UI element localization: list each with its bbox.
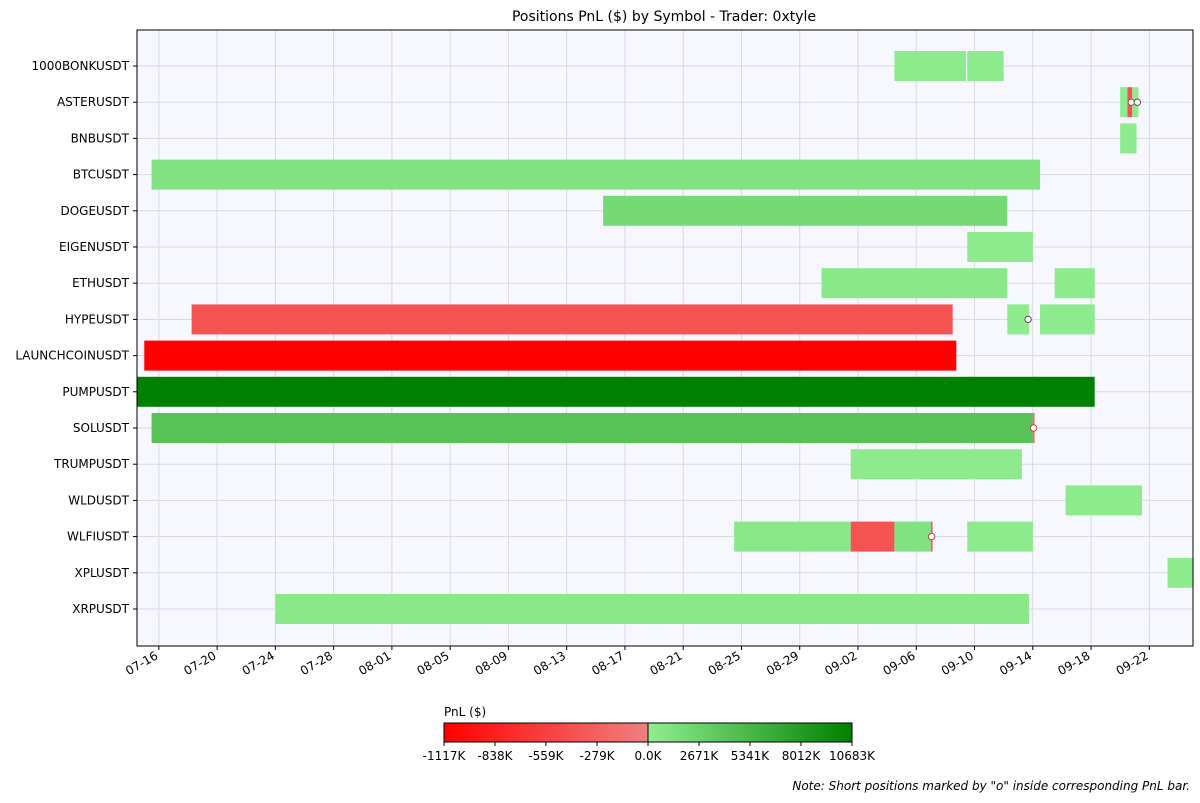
position-bar: [967, 521, 1033, 552]
x-tick-label: 09-06: [881, 648, 918, 678]
x-tick-label: 08-01: [356, 648, 393, 678]
position-bar: [151, 159, 1041, 190]
position-bar: [734, 521, 851, 552]
colorbar-tick-label: 5341K: [731, 749, 771, 763]
y-tick-label: HYPEUSDT: [65, 312, 130, 326]
y-tick-label: XPLUSDT: [74, 566, 129, 580]
chart-title: Positions PnL ($) by Symbol - Trader: 0x…: [512, 9, 816, 25]
y-tick-label: ASTERUSDT: [57, 95, 130, 109]
x-tick-label: 09-14: [997, 648, 1034, 678]
short-position-marker: [1029, 424, 1038, 432]
colorbar-negative-segment: [444, 723, 648, 742]
y-tick-label: SOLUSDT: [73, 421, 130, 435]
position-bar: [1120, 87, 1128, 118]
position-bar: [144, 340, 957, 371]
y-tick-label: LAUNCHCOINUSDT: [15, 349, 129, 363]
position-bar: [967, 232, 1033, 262]
x-tick-label: 07-28: [298, 648, 335, 678]
position-bar: [1120, 123, 1137, 154]
position-bar: [1054, 268, 1095, 299]
position-bar: [1007, 304, 1030, 335]
x-tick-label: 08-21: [648, 648, 685, 678]
x-tick-label: 08-17: [589, 648, 626, 678]
y-tick-label: DOGEUSDT: [60, 204, 129, 218]
colorbar-tick-label: -279K: [579, 749, 615, 763]
x-tick-labels: 07-16 07-20 07-24 07-28 08-01 08-05 08-09 08-13…: [123, 646, 1151, 678]
colorbar-tick-label: 0.0K: [635, 749, 663, 763]
position-bar: [850, 449, 1022, 480]
y-tick-label: ETHUSDT: [72, 276, 130, 290]
x-tick-label: 07-24: [240, 648, 277, 678]
colorbar-positive-segment: [648, 723, 852, 742]
x-tick-label: 07-20: [181, 648, 218, 678]
plot-area-background: [137, 30, 1193, 646]
x-tick-label: 09-22: [1114, 648, 1151, 678]
bar-layer: [137, 51, 1193, 624]
short-position-marker: [1133, 98, 1142, 106]
x-tick-label: 07-16: [123, 648, 160, 678]
short-position-marker: [927, 532, 936, 541]
colorbar-tick-label: 8012K: [782, 749, 822, 763]
short-position-marker: [1127, 98, 1136, 106]
short-position-marker: [1024, 315, 1032, 324]
x-tick-label: 08-29: [764, 648, 801, 678]
y-tick-label: XRPUSDT: [72, 602, 129, 616]
y-tick-label: WLFIUSDT: [67, 530, 130, 544]
y-tick-labels: 1000BONKUSDT ASTERUSDT BNBUSDT BTCUSDT DOGEU…: [15, 59, 137, 616]
colorbar-tick-label: -838K: [477, 749, 513, 763]
position-bar: [1040, 304, 1095, 335]
y-tick-label: 1000BONKUSDT: [32, 59, 130, 73]
y-tick-label: PUMPUSDT: [62, 385, 129, 399]
x-tick-label: 08-25: [706, 648, 743, 678]
position-bar: [1167, 557, 1193, 588]
position-bar: [850, 521, 895, 552]
position-bar: [967, 51, 1004, 81]
colorbar-tick-label: 2671K: [680, 749, 720, 763]
plot-frame: [136, 29, 1194, 647]
position-bar: [191, 304, 953, 335]
colorbar-tick-label: -1117K: [423, 749, 467, 763]
x-tick-label: 08-13: [531, 648, 568, 678]
position-bar: [894, 51, 967, 81]
x-tick-label: 08-05: [414, 648, 451, 678]
position-bar: [275, 594, 1030, 624]
colorbar-label: PnL ($): [444, 705, 486, 719]
colorbar-tick-label: -559K: [528, 749, 564, 763]
y-tick-label: EIGENUSDT: [59, 240, 130, 254]
position-bar: [821, 268, 1008, 299]
y-tick-label: BTCUSDT: [73, 168, 130, 182]
colorbar-ticks: -1117K -838K -559K -279K 0.0K 2671K 5341K 8012K…: [423, 742, 876, 763]
y-tick-label: TRUMPUSDT: [53, 457, 130, 471]
x-tick-label: 09-10: [939, 648, 976, 678]
short-position-note: Note: Short positions marked by "o" insi…: [792, 779, 1190, 793]
short-marker-layer: [927, 98, 1142, 541]
position-bar: [151, 413, 1033, 443]
position-bar: [894, 521, 931, 552]
position-bar: [603, 195, 1008, 226]
y-tick-label: BNBUSDT: [71, 131, 130, 145]
x-tick-label: 09-02: [822, 648, 859, 678]
x-tick-label: 09-18: [1055, 648, 1092, 678]
x-tick-label: 08-09: [473, 648, 510, 678]
position-bar: [137, 376, 1095, 407]
y-tick-label: WLDUSDT: [68, 493, 129, 507]
position-bar: [1065, 485, 1143, 516]
colorbar-tick-label: 10683K: [829, 749, 876, 763]
